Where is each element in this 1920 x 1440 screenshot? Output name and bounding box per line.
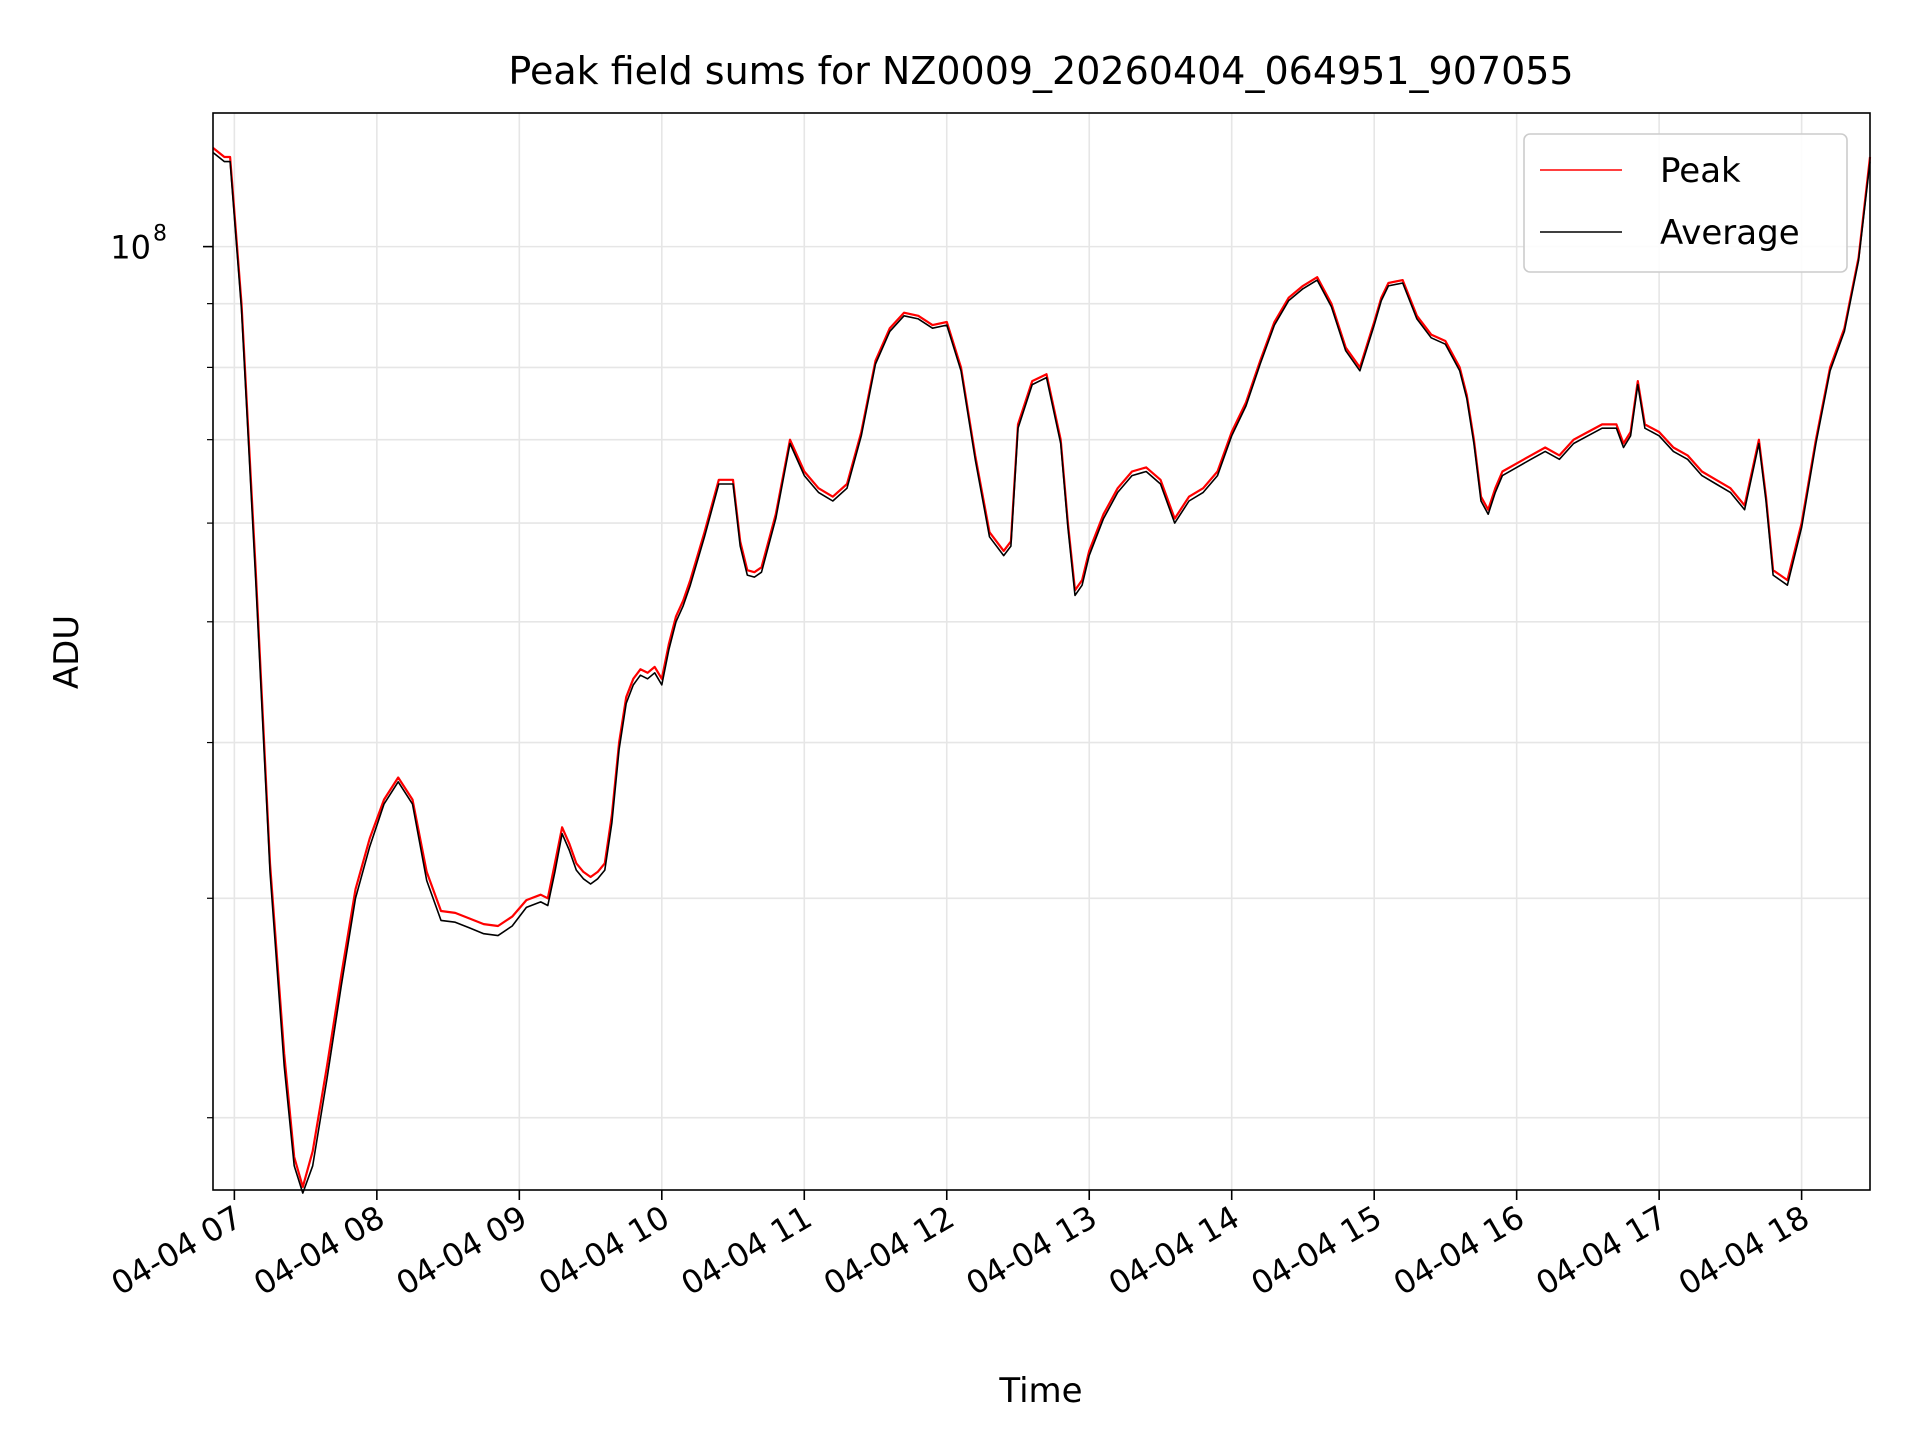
legend-average-label: Average: [1660, 213, 1800, 253]
series-line-peak: [212, 147, 1872, 1189]
series-line-average: [212, 151, 1871, 1194]
y-axis-label: ADU: [47, 615, 87, 689]
y-tick-label-exponent: 8: [153, 222, 167, 247]
y-tick-label-base: 10: [110, 229, 151, 267]
plot-frame: [212, 112, 1871, 1191]
legend-box: [1523, 133, 1848, 273]
legend: Peak Average: [1523, 133, 1848, 273]
x-axis-label: Time: [998, 1371, 1082, 1411]
chart-title: Peak field sums for NZ0009_20260404_0649…: [508, 49, 1573, 93]
grid: [213, 113, 1870, 1190]
legend-peak-label: Peak: [1660, 151, 1741, 191]
series-layer: [212, 147, 1872, 1194]
